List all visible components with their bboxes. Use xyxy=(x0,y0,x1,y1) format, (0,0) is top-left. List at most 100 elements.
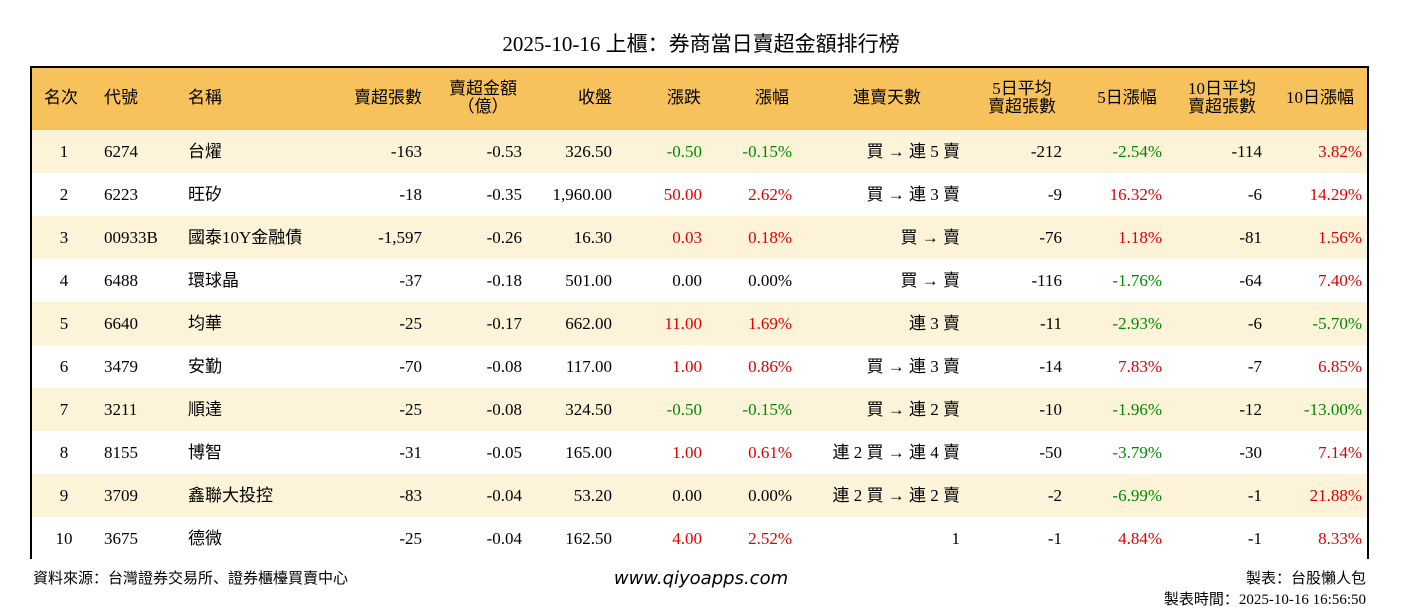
cell: 162.50 xyxy=(565,529,612,548)
cell: -1.76% xyxy=(1112,271,1162,290)
cell: -6.99% xyxy=(1112,486,1162,505)
cell: 德微 xyxy=(188,529,222,548)
cell: 鑫聯大投控 xyxy=(188,486,273,505)
cell: -0.50 xyxy=(666,400,702,419)
cell: -18 xyxy=(399,185,422,204)
cell: -64 xyxy=(1239,271,1262,290)
cell: 2.62% xyxy=(748,185,792,204)
cell: -13.00% xyxy=(1303,400,1362,419)
column-header: 10日漲幅 xyxy=(1260,89,1380,107)
cell: 9 xyxy=(59,486,69,505)
cell: -0.08 xyxy=(486,357,522,376)
cell: 國泰10Y金融債 xyxy=(188,228,303,247)
cell: 2 xyxy=(59,185,69,204)
cell: -25 xyxy=(399,314,422,333)
cell: -1 xyxy=(1247,486,1262,505)
cell: 3 xyxy=(59,228,69,247)
cell: 1.18% xyxy=(1118,228,1162,247)
cell: -31 xyxy=(399,443,422,462)
cell: -0.08 xyxy=(486,400,522,419)
header-line: 漲幅 xyxy=(755,88,789,107)
cell: -0.04 xyxy=(486,529,522,548)
header-line: 賣超金額 xyxy=(449,79,517,98)
cell: 旺矽 xyxy=(188,185,222,204)
table: 名次 代號 名稱 賣超張數 賣超金額 （億） 收盤 漲跌 漲幅 連賣天數 5日平均 賣超張數 5日漲幅 1… xyxy=(30,66,1369,560)
cell: 買 → 連 3 賣 xyxy=(866,185,961,204)
row-bg xyxy=(32,431,1367,474)
cell: 1 xyxy=(59,142,69,161)
cell: -1,597 xyxy=(378,228,422,247)
cell: 買 → 連 5 賣 xyxy=(866,142,961,161)
cell: 台燿 xyxy=(188,142,222,161)
cell: 4 xyxy=(59,271,69,290)
header-line: （億） xyxy=(457,97,509,116)
cell: 4.00 xyxy=(672,529,702,548)
cell: 0.86% xyxy=(748,357,792,376)
cell: -50 xyxy=(1039,443,1062,462)
cell: -14 xyxy=(1039,357,1062,376)
cell: -2.54% xyxy=(1112,142,1162,161)
cell: 11.00 xyxy=(664,314,702,333)
time: 製表時間：2025-10-16 16:56:50 xyxy=(1163,592,1366,608)
cell: 4.84% xyxy=(1118,529,1162,548)
header-line: 賣超張數 xyxy=(354,88,422,107)
cell: 順達 xyxy=(188,400,222,419)
cell: -3.79% xyxy=(1112,443,1162,462)
cell: 1 xyxy=(951,529,961,548)
cell: -6 xyxy=(1247,185,1262,204)
cell: 10 xyxy=(55,529,73,548)
cell: -0.18 xyxy=(486,271,522,290)
header-line: 名稱 xyxy=(188,88,222,107)
column-header: 代號 xyxy=(104,89,138,107)
cell: -25 xyxy=(399,400,422,419)
cell: -114 xyxy=(1231,142,1262,161)
cell: 連 2 買 → 連 4 賣 xyxy=(832,443,961,462)
cell: 50.00 xyxy=(663,185,702,204)
cell: 買 → 賣 xyxy=(900,228,961,247)
row-bg xyxy=(32,130,1367,173)
title: 2025-10-16 上櫃：券商當日賣超金額排行榜 xyxy=(502,32,900,56)
maker: 製表：台股懶人包 xyxy=(1245,571,1366,587)
cell: 16.32% xyxy=(1109,185,1162,204)
cell: 6 xyxy=(59,357,69,376)
cell: 6640 xyxy=(104,314,138,333)
cell: 0.61% xyxy=(748,443,792,462)
header-row xyxy=(32,68,1367,130)
cell: 安勤 xyxy=(188,357,222,376)
cell: 8.33% xyxy=(1318,529,1362,548)
cell: 3709 xyxy=(104,486,138,505)
cell: 1.56% xyxy=(1318,228,1362,247)
cell: 連 2 買 → 連 2 賣 xyxy=(832,486,961,505)
cell: -12 xyxy=(1239,400,1262,419)
cell: 6488 xyxy=(104,271,138,290)
row-bg xyxy=(32,388,1367,431)
header-line: 5日平均 xyxy=(992,79,1052,98)
cell: -212 xyxy=(1030,142,1062,161)
cell: -0.15% xyxy=(742,142,792,161)
cell: -2.93% xyxy=(1112,314,1162,333)
header-line: 代號 xyxy=(104,88,138,107)
column-header: 漲幅 xyxy=(712,89,832,107)
cell: 3.82% xyxy=(1318,142,1362,161)
row-bg xyxy=(32,259,1367,302)
cell: -9 xyxy=(1047,185,1062,204)
column-header: 漲跌 xyxy=(624,89,744,107)
cell: -0.35 xyxy=(486,185,522,204)
cell: -30 xyxy=(1239,443,1262,462)
row-bg xyxy=(32,345,1367,388)
cell: 6223 xyxy=(104,185,138,204)
column-header: 賣超張數 xyxy=(354,89,422,107)
cell: 1.00 xyxy=(672,443,702,462)
cell: 165.00 xyxy=(565,443,612,462)
cell: 7.40% xyxy=(1318,271,1362,290)
cell: 7.14% xyxy=(1318,443,1362,462)
column-header: 名稱 xyxy=(188,89,222,107)
cell: 00933B xyxy=(104,228,158,247)
cell: 0.03 xyxy=(672,228,702,247)
cell: 2.52% xyxy=(748,529,792,548)
cell: 117.00 xyxy=(565,357,612,376)
header-line: 名次 xyxy=(44,88,78,107)
cell: -0.15% xyxy=(742,400,792,419)
header-line: 漲跌 xyxy=(667,88,701,107)
cell: 7.83% xyxy=(1118,357,1162,376)
